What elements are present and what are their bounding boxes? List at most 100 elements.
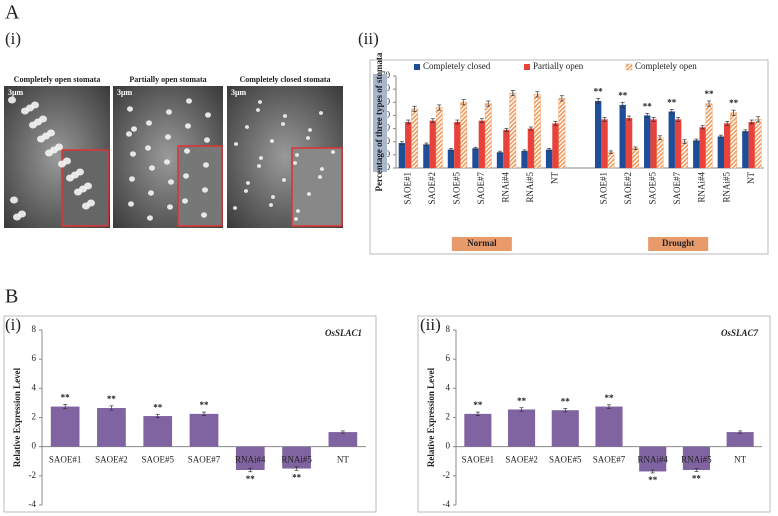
y-tick-label: 0 [386, 162, 391, 172]
legend-label: Partially open [533, 61, 584, 71]
significance: ** [605, 393, 615, 403]
x-tick-label: SAOE#5 [451, 172, 461, 205]
error-bar [553, 120, 558, 126]
error-bar [430, 118, 435, 124]
error-bar [63, 404, 68, 410]
x-tick-label: SAOE#2 [505, 455, 538, 465]
pore [244, 189, 248, 193]
error-bar [535, 91, 540, 98]
error-bar [707, 100, 712, 107]
bar [730, 112, 737, 169]
pore [203, 162, 209, 168]
bar [235, 446, 265, 470]
error-bar [676, 117, 681, 122]
y-tick-label: 8 [446, 324, 451, 334]
x-tick-label: NT [550, 172, 560, 184]
pore [269, 203, 273, 207]
error-bar [633, 146, 638, 150]
significance: ** [200, 400, 210, 410]
pore [283, 114, 287, 118]
panel-frame [417, 315, 771, 513]
pore [126, 131, 132, 137]
pore [164, 159, 170, 165]
pore [257, 164, 261, 168]
pore [270, 139, 274, 143]
pore [39, 115, 47, 123]
y-tick-label: 6 [446, 353, 451, 363]
bar [558, 98, 566, 169]
pore [256, 108, 260, 112]
bar [509, 92, 517, 169]
bar [552, 123, 559, 168]
error-bar [528, 126, 533, 131]
error-bar [510, 90, 515, 97]
pore [306, 136, 310, 140]
pore [166, 109, 172, 115]
y-label-bg [373, 74, 387, 172]
significance: ** [292, 472, 302, 482]
pore [128, 201, 134, 207]
bar [328, 432, 358, 447]
pore [182, 198, 188, 204]
error-bar [725, 120, 730, 126]
bar [411, 108, 419, 169]
bar [533, 94, 541, 169]
y-tick-label: 2 [32, 412, 37, 422]
bar [50, 406, 80, 447]
error-bar [669, 109, 674, 114]
x-tick-label: SAOE#1 [599, 172, 609, 205]
bar [748, 122, 755, 168]
error-bar [756, 116, 761, 123]
significance: ** [643, 102, 653, 112]
significance: ** [648, 475, 658, 485]
pore [281, 122, 285, 126]
bar [484, 103, 492, 169]
y-tick-label: 4 [32, 382, 37, 392]
pore [10, 196, 18, 204]
legend-label: Completely closed [423, 61, 491, 71]
caption: Partially open stomata [129, 75, 206, 84]
bar [508, 409, 536, 447]
y-tick-label: 2 [446, 412, 451, 422]
x-tick-label: RNAi#4 [235, 455, 266, 465]
pore [282, 178, 286, 182]
bar [545, 149, 553, 168]
pores [8, 96, 335, 221]
error-bar [731, 109, 736, 116]
pore [293, 161, 297, 165]
bar [693, 140, 700, 168]
bar [705, 103, 713, 169]
significance: ** [667, 98, 677, 108]
bar [282, 446, 311, 469]
micrographs: 3μm 3μm 3μm Completely open stomata Part… [4, 75, 343, 228]
x-tick-label: SAOE#2 [95, 455, 128, 465]
scale-bar: 3μm [231, 88, 247, 97]
pore [168, 179, 174, 185]
caption: Completely closed stomata [239, 75, 330, 84]
bar [478, 120, 486, 168]
x-tick-label: SAOE#7 [672, 172, 682, 205]
pore [233, 206, 237, 210]
pore [246, 181, 250, 185]
pore [205, 112, 211, 118]
bar [423, 144, 430, 168]
y-label: Percentage of three types of stomata [374, 52, 384, 191]
error-bar [294, 466, 299, 471]
y-label: Relative Expression Level [12, 367, 22, 467]
x-tick-label: SAOE#5 [549, 455, 582, 465]
pore [130, 151, 136, 157]
bar [97, 408, 126, 447]
x-tick-label: SAOE#7 [476, 172, 486, 205]
bar [639, 446, 667, 472]
bar [503, 129, 510, 168]
pore [87, 199, 95, 207]
pore [31, 101, 39, 109]
significance: ** [705, 89, 715, 99]
error-bar [399, 141, 404, 145]
error-bar [522, 149, 527, 153]
bar [607, 152, 615, 169]
panel-label: (i) [5, 315, 21, 334]
bar [454, 122, 461, 168]
error-bar [412, 105, 417, 112]
panel-label: B [5, 286, 18, 308]
